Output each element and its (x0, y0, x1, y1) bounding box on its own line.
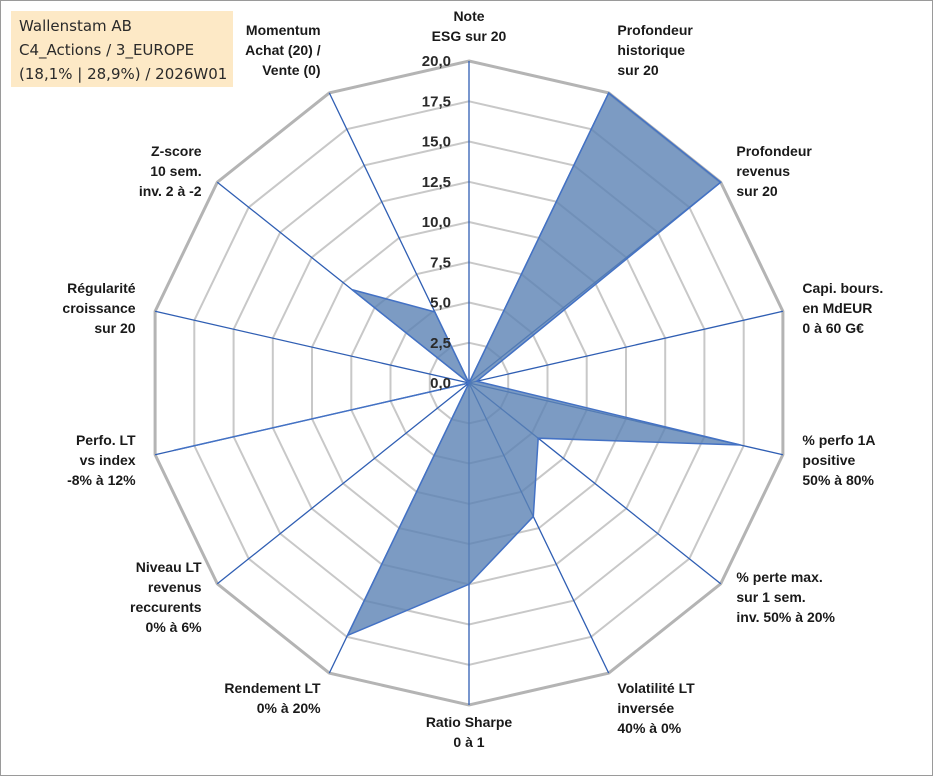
title-line-2: C4_Actions / 3_EUROPE (19, 41, 195, 59)
axis-label: Capi. bours. en MdEUR 0 à 60 G€ (802, 280, 883, 336)
axis-label-line: Niveau LT (136, 559, 202, 575)
title-line-3: (18,1% | 28,9%) / 2026W01 (19, 65, 228, 83)
axis-label-line: inv. 50% à 20% (736, 609, 835, 625)
axis-label-line: 40% à 0% (617, 720, 681, 736)
axis-label-line: 50% à 80% (802, 472, 874, 488)
axis-label-line: positive (802, 452, 855, 468)
axis-label-line: revenus (736, 163, 790, 179)
tick-label: 10,0 (422, 214, 451, 231)
axis-label-line: 0 à 60 G€ (802, 320, 864, 336)
axis-spoke (216, 382, 470, 585)
axis-label-line: Z-score (151, 143, 202, 159)
axis-label-line: Achat (20) / (245, 42, 321, 58)
axis-label-line: Volatilité LT (617, 680, 695, 696)
tick-label: 0,0 (430, 375, 451, 392)
series-area (173, 91, 741, 637)
title-line-1: Wallenstam AB (19, 17, 132, 35)
tick-label: 17,5 (422, 93, 451, 110)
axis-label: Régularité croissance sur 20 (62, 280, 135, 336)
axis-label-line: 0% à 20% (257, 700, 321, 716)
axis-label-line: Régularité (67, 280, 136, 296)
axis-label-line: sur 20 (617, 62, 658, 78)
axis-label-line: sur 20 (94, 320, 135, 336)
axis-label: Note ESG sur 20 (432, 8, 507, 44)
axis-label: Perfo. LT vs index -8% à 12% (67, 432, 136, 488)
axis-label-line: 10 sem. (150, 163, 201, 179)
axis-label-line: % perfo 1A (802, 432, 875, 448)
tick-label: 2,5 (430, 335, 451, 352)
axis-label: Niveau LT revenus reccurents 0% à 6% (130, 559, 202, 635)
axis-label: Z-score 10 sem. inv. 2 à -2 (139, 143, 202, 199)
axis-spoke (468, 310, 784, 384)
axis-label-line: -8% à 12% (67, 472, 136, 488)
axis-label: % perte max. sur 1 sem. inv. 50% à 20% (736, 569, 835, 625)
axis-label: Rendement LT 0% à 20% (224, 680, 321, 716)
axis-label-line: vs index (80, 452, 136, 468)
axis-label-line: 0% à 6% (146, 619, 203, 635)
tick-label: 5,0 (430, 295, 451, 312)
axis-label: Volatilité LT inversée 40% à 0% (617, 680, 695, 736)
axis-label-line: sur 20 (736, 183, 777, 199)
axis-label-line: Ratio Sharpe (426, 714, 513, 730)
axis-label-line: Profondeur (736, 143, 812, 159)
title-box: Wallenstam AB C4_Actions / 3_EUROPE (18,… (11, 11, 233, 87)
axis-label-line: croissance (62, 300, 135, 316)
axis-label-line: Momentum (246, 22, 321, 38)
axis-label-line: Perfo. LT (76, 432, 136, 448)
tick-label: 15,0 (422, 134, 451, 151)
axis-label-line: Note (453, 8, 484, 24)
axis-label-line: inv. 2 à -2 (139, 183, 202, 199)
axis-label-line: 0 à 1 (453, 734, 484, 750)
axis-label-line: inversée (617, 700, 674, 716)
axis-label-line: en MdEUR (802, 300, 872, 316)
axis-label-line: ESG sur 20 (432, 28, 507, 44)
axis-label-line: Vente (0) (262, 62, 320, 78)
axis-label-line: Rendement LT (224, 680, 321, 696)
axis-label-line: revenus (148, 579, 202, 595)
axis-label-line: Profondeur (617, 22, 693, 38)
axis-label-line: sur 1 sem. (736, 589, 805, 605)
axis-label-line: reccurents (130, 599, 202, 615)
axis-label: Momentum Achat (20) / Vente (0) (245, 22, 321, 78)
axis-label: % perfo 1A positive 50% à 80% (802, 432, 875, 488)
axis-spoke (154, 310, 470, 384)
axis-label: Profondeur historique sur 20 (617, 22, 693, 78)
tick-label: 12,5 (422, 174, 451, 191)
axis-label-line: Capi. bours. (802, 280, 883, 296)
tick-label: 20,0 (422, 53, 451, 70)
axis-label-line: historique (617, 42, 685, 58)
axis-label: Ratio Sharpe 0 à 1 (426, 714, 513, 750)
axis-label: Profondeur revenus sur 20 (736, 143, 812, 199)
tick-label: 7,5 (430, 254, 451, 271)
axis-label-line: % perte max. (736, 569, 822, 585)
